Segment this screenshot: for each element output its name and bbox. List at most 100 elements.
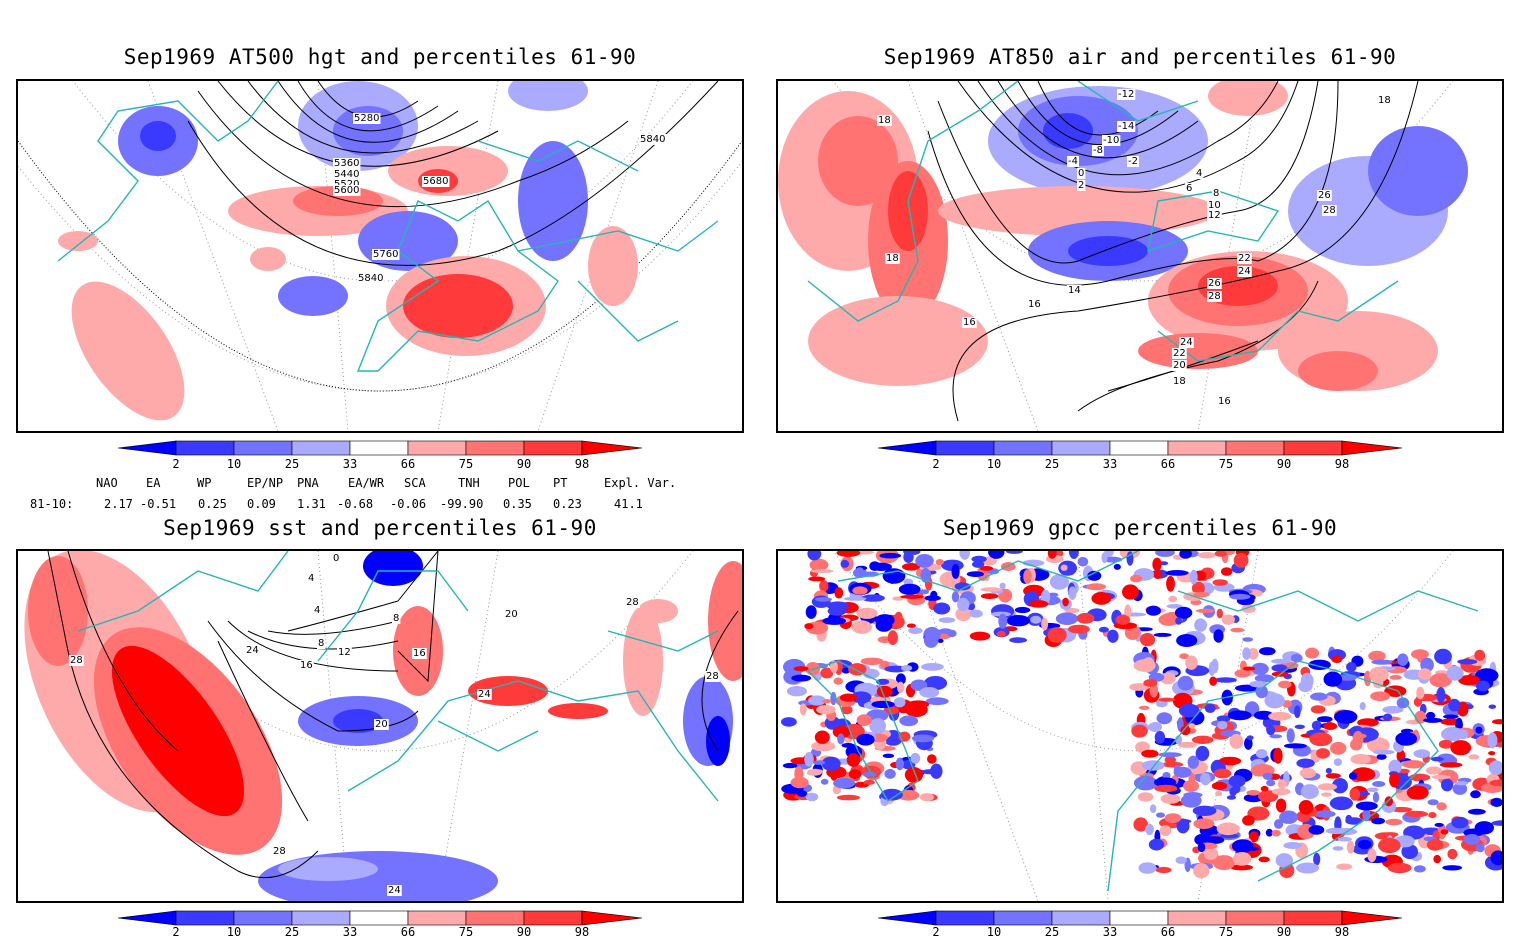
precip-patch	[1395, 731, 1418, 746]
contour-label: 24	[1180, 337, 1193, 348]
precip-patch	[1275, 853, 1293, 868]
precip-patch	[1230, 864, 1253, 871]
colorbar-tick-label: 33	[342, 925, 358, 939]
precip-patch	[1317, 783, 1338, 791]
precip-patch	[1242, 647, 1251, 660]
index-table: NAO EA WP EP/NP PNA EA/WR SCA TNH POL PT Expl. Var…	[0, 474, 760, 514]
index-value: 0.35	[503, 497, 532, 511]
precip-patch	[1047, 551, 1057, 559]
precip-patch	[901, 665, 913, 672]
colorbar-tick-label: 2	[172, 925, 180, 939]
colorbar-arrow-high	[581, 910, 643, 926]
index-value: -0.68	[337, 497, 374, 511]
precip-patch	[1455, 781, 1469, 786]
colorbar-segment	[465, 440, 525, 456]
anomaly-shading	[58, 81, 638, 421]
precip-patch	[1311, 720, 1322, 731]
precip-patch	[1368, 650, 1386, 662]
precip-patch	[1336, 863, 1353, 870]
colorbar-3: 2 10 25 33 66 75 90 98	[117, 910, 643, 940]
precip-patch	[1005, 551, 1023, 554]
contour-label-bg	[1207, 200, 1222, 211]
index-header: EA/WR	[348, 476, 385, 490]
precip-patch	[1115, 614, 1131, 625]
precip-patch	[1272, 788, 1291, 796]
precip-patch	[1265, 828, 1273, 837]
precip-patch	[1389, 772, 1400, 788]
precip-patch	[1428, 812, 1437, 819]
precip-patch	[1246, 735, 1254, 741]
precip-patch	[1488, 704, 1497, 709]
precip-patch	[1269, 734, 1283, 739]
map-panel-sst: 0 4 4 8 8 12 16 16 20 20 24 24 24 28 28 …	[16, 549, 744, 903]
precip-patch	[1107, 629, 1119, 643]
precip-patch	[1316, 748, 1330, 759]
contour-label: 6	[1186, 183, 1192, 194]
precip-patch	[861, 594, 885, 602]
colorbar-tick-label: 66	[1160, 925, 1176, 939]
precip-patch	[871, 700, 895, 709]
colorbar-tick-label: 66	[1160, 457, 1176, 471]
precip-patch	[862, 771, 877, 777]
precip-patch	[904, 767, 923, 783]
precip-patch	[1451, 816, 1469, 829]
contour-label: 24	[246, 645, 259, 656]
precip-patch	[791, 674, 812, 682]
precip-patch	[1492, 719, 1502, 725]
contour-label-bg	[1172, 360, 1187, 371]
precip-patch	[1352, 730, 1364, 747]
precip-patch	[1406, 785, 1429, 800]
index-value: 1.31	[297, 497, 326, 511]
precip-patch	[832, 725, 851, 739]
precip-patch	[1434, 822, 1444, 827]
precip-patch	[966, 571, 984, 577]
precip-patch	[836, 794, 860, 801]
precip-patch	[1294, 724, 1305, 729]
index-header: SCA	[404, 476, 426, 490]
precip-patch	[1429, 673, 1452, 688]
precip-patch	[1370, 691, 1390, 701]
precip-patch	[1209, 676, 1217, 686]
map-hgt500-svg: 5280 5360 5440 5520 5600 5680 5760 5840 …	[18, 81, 742, 431]
precip-patch	[1333, 758, 1342, 766]
precip-patch	[1402, 760, 1425, 769]
contour-label-bg	[333, 179, 361, 190]
contour-label-bg	[372, 249, 400, 260]
precip-patch	[1183, 780, 1199, 792]
precip-patch	[1283, 842, 1303, 849]
precip-patch	[1337, 836, 1352, 842]
contour-label-bg	[1172, 376, 1187, 387]
index-header: Expl. Var.	[604, 476, 677, 490]
colorbar-segment	[1051, 440, 1111, 456]
index-header: EA	[146, 476, 161, 490]
colorbar-segment	[291, 910, 351, 926]
precip-patch	[820, 667, 834, 679]
precip-patch	[834, 587, 844, 599]
precip-patch	[955, 607, 972, 622]
colorbar-segment	[523, 910, 583, 926]
precip-patch	[1139, 632, 1156, 647]
contour-label: 5440	[334, 169, 359, 180]
anomaly-shading	[778, 81, 1468, 391]
precip-patch	[930, 763, 943, 779]
contour-label: 16	[1028, 299, 1041, 310]
colorbar-tick-label: 2	[932, 457, 940, 471]
precip-patch	[1216, 715, 1231, 722]
precip-patch	[1425, 766, 1442, 775]
precip-patch	[1249, 680, 1268, 688]
precip-patch	[836, 551, 861, 557]
precip-patch	[979, 566, 994, 571]
precip-patch	[820, 778, 829, 785]
precip-patch	[1450, 740, 1472, 756]
precip-patch	[1488, 751, 1496, 756]
precip-patch	[1180, 725, 1191, 736]
contour-label-bg	[1067, 156, 1079, 167]
precip-patch	[900, 594, 924, 599]
precip-patch	[1149, 683, 1159, 698]
map-panel-gpcc	[776, 549, 1504, 903]
precip-patch	[1188, 723, 1196, 729]
contour-label-bg	[272, 846, 287, 857]
precip-patch	[1177, 675, 1194, 691]
precip-patch	[1216, 608, 1223, 619]
precip-patch	[866, 709, 889, 722]
